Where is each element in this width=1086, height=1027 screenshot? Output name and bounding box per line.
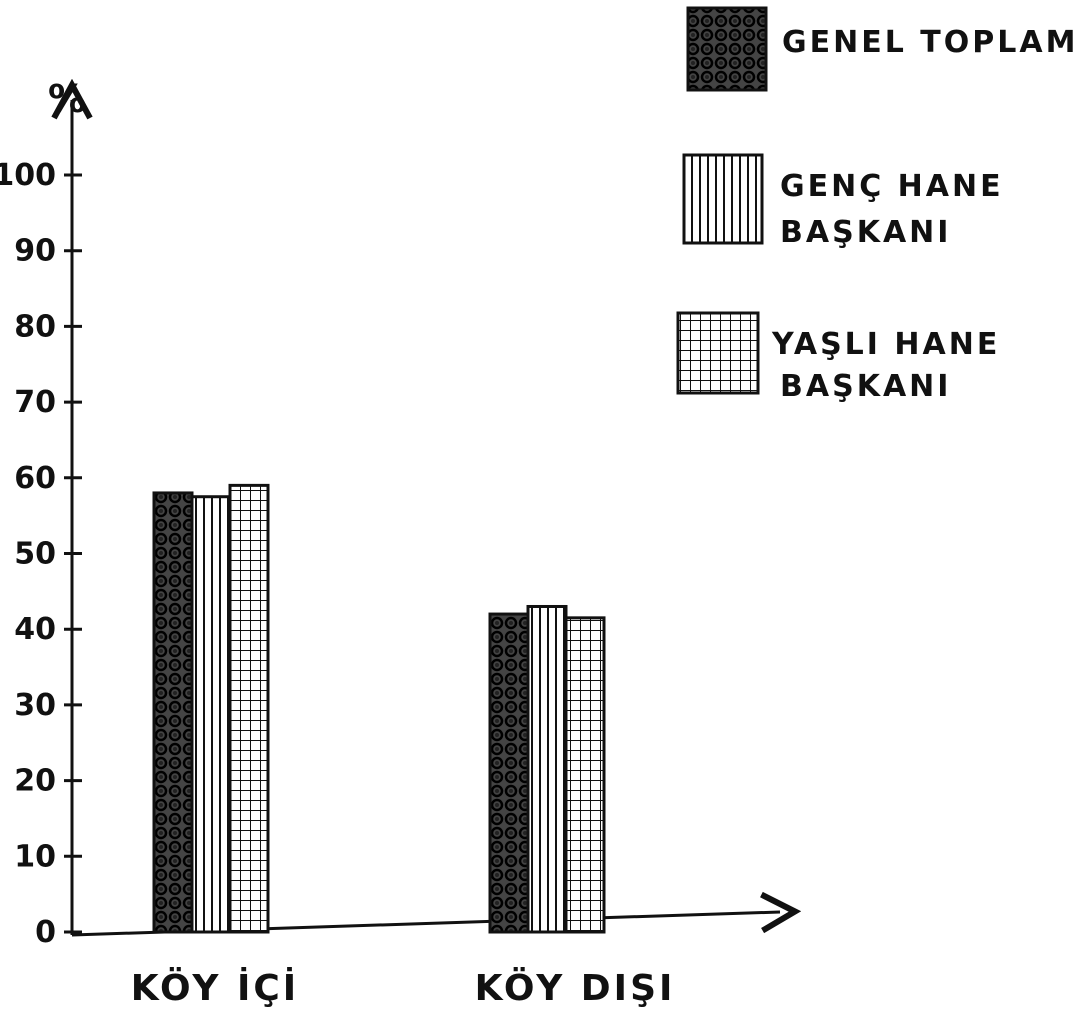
legend-label: BAŞKANI [780,369,951,404]
y-unit-label: % [48,77,86,121]
y-tick-label: 0 [35,915,56,950]
y-tick-label: 80 [14,309,56,344]
legend-swatch [676,311,760,395]
legend-label: GENÇ HANE [780,169,1004,204]
x-axis-labels: KÖY İÇİ KÖY DIŞI [131,967,676,1009]
bar-1-2 [564,616,606,934]
bars-group [152,483,606,934]
y-tick-label: 60 [14,461,56,496]
legend-swatch [686,6,768,92]
y-tick-label: 50 [14,537,56,572]
legend-label: BAŞKANI [780,215,951,250]
x-category-label: KÖY DIŞI [475,967,676,1009]
x-category-label: KÖY İÇİ [131,967,299,1009]
y-tick-label: 100 [0,158,56,193]
y-tick-label: 30 [14,688,56,723]
legend: GENEL TOPLAM GENÇ HANE BAŞKANI YAŞLI HANE BA… [676,6,1078,404]
y-tick-label: 70 [14,385,56,420]
y-tick-label: 20 [14,764,56,799]
bar-1-1 [526,604,568,934]
y-axis-ticks: 0 10 20 30 40 50 60 70 80 90 100 [0,158,82,950]
y-tick-label: 90 [14,234,56,269]
bar-0-0 [152,491,194,934]
y-tick-label: 10 [14,839,56,874]
legend-label: GENEL TOPLAM [782,25,1078,60]
bar-0-1 [190,495,232,934]
legend-swatch [682,153,764,245]
bar-0-2 [228,483,270,934]
legend-label: YAŞLI HANE [771,327,1000,362]
bar-1-0 [488,612,530,934]
y-tick-label: 40 [14,612,56,647]
